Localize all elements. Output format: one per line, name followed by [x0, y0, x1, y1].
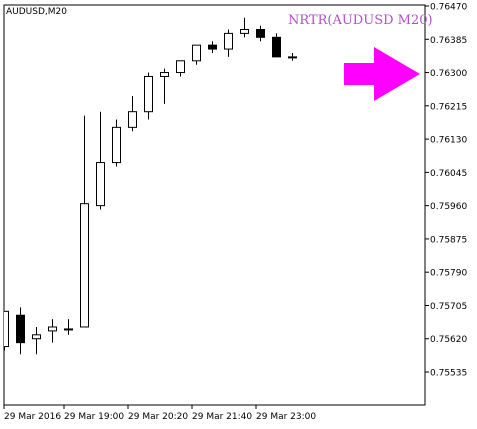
- candle: [272, 33, 281, 58]
- y-tick-label: 0.76130: [430, 136, 467, 146]
- candle-body: [128, 111, 137, 128]
- symbol-label: AUDUSD,M20: [6, 7, 67, 17]
- y-tick-label: 0.75620: [430, 335, 467, 345]
- y-axis: 0.76470 0.76385 0.76300 0.76215 0.76130 0.760…: [425, 3, 467, 379]
- indicator-label: NRTR(AUDUSD M20): [288, 13, 433, 28]
- candle-body: [96, 162, 105, 207]
- candle: [240, 17, 249, 38]
- candle: [48, 319, 57, 343]
- x-tick-label: 29 Mar 21:40: [192, 412, 252, 422]
- candles-layer: [4, 17, 297, 355]
- plot-frame: [3, 4, 426, 406]
- y-tick-label: 0.75535: [430, 369, 467, 379]
- candle-body: [272, 36, 281, 58]
- y-tick-label: 0.76300: [430, 69, 467, 79]
- candle: [128, 96, 137, 132]
- y-tick-label: 0.76215: [430, 102, 467, 112]
- candle: [224, 29, 233, 57]
- candle: [4, 310, 9, 351]
- candle-body: [64, 328, 73, 331]
- candle-body: [288, 56, 297, 59]
- y-tick-label: 0.76470: [430, 3, 467, 13]
- candle-body: [240, 28, 249, 34]
- x-tick-label: 29 Mar 23:00: [256, 412, 316, 422]
- x-tick-label: 29 Mar 2016: [4, 412, 61, 422]
- candle: [288, 52, 297, 61]
- candle-body: [4, 310, 9, 348]
- y-tick-label: 0.76385: [430, 36, 467, 46]
- candle: [32, 326, 41, 355]
- candle: [208, 41, 217, 53]
- candle: [96, 111, 105, 210]
- candle-body: [224, 32, 233, 50]
- candle: [192, 44, 201, 65]
- candle-body: [80, 203, 89, 328]
- candle-body: [112, 126, 121, 164]
- candle: [112, 119, 121, 167]
- candle-body: [192, 44, 201, 62]
- candle-body: [16, 314, 25, 344]
- candle-body: [208, 44, 217, 50]
- y-tick-label: 0.75875: [430, 235, 467, 245]
- candle: [176, 60, 185, 77]
- candle: [144, 72, 153, 120]
- y-tick-label: 0.76045: [430, 169, 467, 179]
- candle-body: [256, 28, 265, 38]
- candle: [64, 319, 73, 335]
- y-tick-label: 0.75705: [430, 302, 467, 312]
- candle: [16, 307, 25, 355]
- candle-body: [144, 75, 153, 113]
- candle-body: [32, 334, 41, 340]
- candle-body: [48, 326, 57, 332]
- x-tick-label: 29 Mar 19:00: [64, 412, 124, 422]
- y-tick-label: 0.75960: [430, 202, 467, 212]
- candle: [256, 25, 265, 42]
- y-tick-label: 0.75790: [430, 269, 467, 279]
- candle: [80, 115, 89, 328]
- candle: [160, 68, 169, 104]
- candle-body: [160, 72, 169, 77]
- x-axis: 29 Mar 2016 29 Mar 19:00 29 Mar 20:20 29 Ma…: [3, 405, 316, 422]
- right-arrow-icon: [344, 47, 420, 101]
- candle-body: [176, 60, 185, 74]
- x-tick-label: 29 Mar 20:20: [128, 412, 188, 422]
